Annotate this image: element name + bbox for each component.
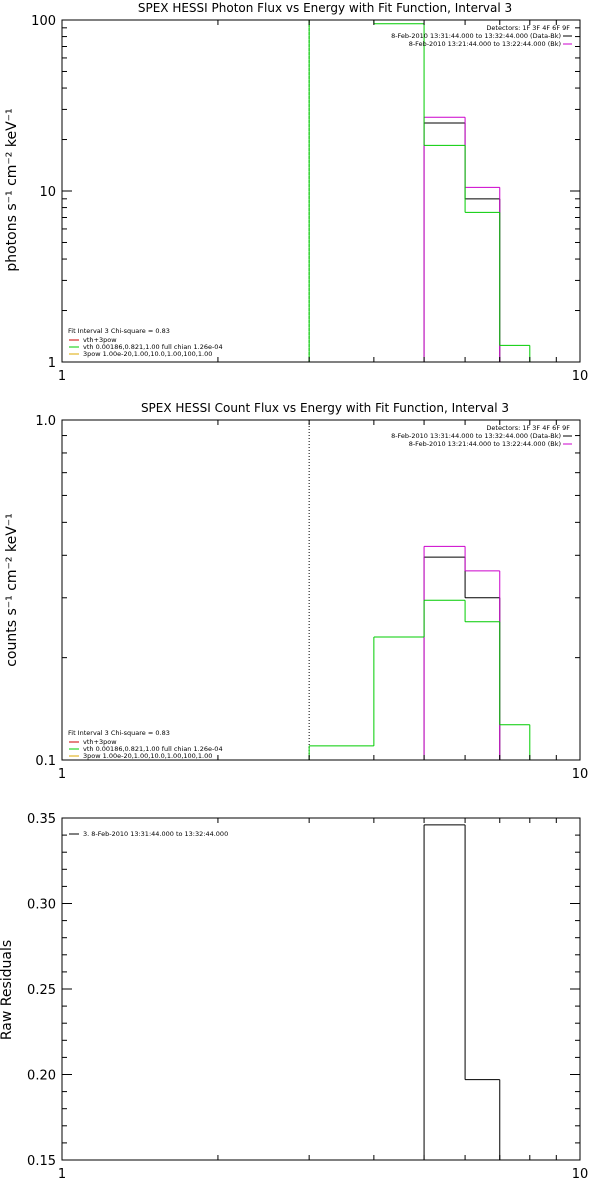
plot-frame	[61, 817, 581, 1161]
y-tick-label: 0.25	[27, 983, 56, 998]
fit-legend-text: vth 0.00186,0.821,1.00 full chian 1.26e-…	[83, 745, 223, 753]
y-tick-label: 0.1	[35, 754, 56, 769]
fit-legend-text: vth+3pow	[83, 336, 117, 344]
series-vth	[308, 599, 531, 760]
x-tick-label: 1	[58, 1167, 66, 1182]
fit-legend-text: 3pow 1.00e-20,1.00,10.0,1.00,100,1.00	[83, 350, 212, 358]
fit-legend-header: Fit Interval 3 Chi-square = 0.83	[68, 729, 170, 737]
chart-title: SPEX HESSI Photon Flux vs Energy with Fi…	[138, 1, 512, 15]
plot-frame	[61, 19, 581, 363]
x-tick-label: 1	[58, 369, 66, 384]
y-tick-label: 1.0	[35, 414, 56, 429]
y-tick-label: 0.20	[27, 1069, 56, 1084]
photon-axes: 1 10 1 10 100	[31, 14, 588, 384]
photon-header-legend: Detectors: 1F 3F 4F 6F 9F 8-Feb-2010 13:…	[391, 24, 572, 48]
count-flux-panel: SPEX HESSI Count Flux vs Energy with Fit…	[4, 401, 588, 782]
series-8-feb-2010-13-31-44-000-to-13-32-44-000-data-bk-	[423, 556, 501, 760]
fit-legend-entries: vth+3pow vth 0.00186,0.821,1.00 full chi…	[69, 738, 223, 760]
y-tick-label: 0.35	[27, 812, 56, 827]
fit-legend-header: Fit Interval 3 Chi-square = 0.83	[68, 327, 170, 335]
count-fit-legend: Fit Interval 3 Chi-square = 0.83 vth+3po…	[68, 729, 223, 760]
y-axis-label: counts s⁻¹ cm⁻² keV⁻¹	[4, 513, 20, 667]
header-legend-text: 8-Feb-2010 13:31:44.000 to 13:32:44.000 …	[391, 32, 561, 40]
fit-legend-entries: vth+3pow vth 0.00186,0.821,1.00 full chi…	[69, 336, 223, 358]
series-8-feb-2010-13-21-44-000-to-13-22-44-000-bk-	[423, 116, 501, 362]
x-tick-label: 10	[572, 767, 589, 782]
plot-frame	[61, 419, 581, 761]
y-tick-label: 1	[48, 356, 56, 371]
series-vth	[308, 20, 531, 362]
header-legend-text: 8-Feb-2010 13:21:44.000 to 13:22:44.000 …	[409, 40, 561, 48]
series-8-feb-2010-13-31-44-000-to-13-32-44-000-data-bk-	[423, 122, 501, 362]
y-axis-label: photons s⁻¹ cm⁻² keV⁻¹	[4, 108, 20, 271]
y-axis-label: Raw Residuals	[0, 940, 15, 1040]
fit-legend-text: vth 0.00186,0.821,1.00 full chian 1.26e-…	[83, 343, 223, 351]
count-header-legend: Detectors: 1F 3F 4F 6F 9F 8-Feb-2010 13:…	[391, 424, 572, 448]
detectors-label: Detectors: 1F 3F 4F 6F 9F	[486, 424, 570, 432]
series-3-8-feb-2010-13-31-44-000-to-13-32-44-000	[423, 824, 501, 1160]
series-8-feb-2010-13-21-44-000-to-13-22-44-000-bk-	[423, 545, 501, 760]
x-tick-label: 1	[58, 767, 66, 782]
y-tick-label: 0.30	[27, 898, 56, 913]
header-legend-text: 8-Feb-2010 13:31:44.000 to 13:32:44.000 …	[391, 432, 561, 440]
residual-axes: 1 10 0.15 0.20 0.25 0.30 0.35	[27, 812, 588, 1182]
photon-fit-legend: Fit Interval 3 Chi-square = 0.83 vth+3po…	[68, 327, 223, 358]
y-tick-label: 100	[31, 14, 56, 29]
y-tick-label: 10	[39, 185, 56, 200]
y-tick-label: 0.15	[27, 1154, 56, 1169]
x-tick-label: 10	[572, 1167, 589, 1182]
count-axes: 1 10 0.1 1.0	[35, 414, 588, 782]
fit-legend-text: vth+3pow	[83, 738, 117, 746]
fit-legend-text: 3pow 1.00e-20,1.00,10.0,1.00,100,1.00	[83, 752, 212, 760]
residuals-panel: 3. 8-Feb-2010 13:31:44.000 to 13:32:44.0…	[0, 812, 588, 1182]
residual-legend: 3. 8-Feb-2010 13:31:44.000 to 13:32:44.0…	[69, 830, 228, 838]
residual-legend-text: 3. 8-Feb-2010 13:31:44.000 to 13:32:44.0…	[83, 830, 228, 838]
residual-series-layer	[423, 824, 501, 1160]
count-series-layer	[308, 420, 531, 760]
chart-title: SPEX HESSI Count Flux vs Energy with Fit…	[141, 401, 509, 415]
detectors-label: Detectors: 1F 3F 4F 6F 9F	[486, 24, 570, 32]
x-tick-label: 10	[572, 369, 589, 384]
photon-series-layer	[308, 20, 531, 362]
header-legend-text: 8-Feb-2010 13:21:44.000 to 13:22:44.000 …	[409, 440, 561, 448]
photon-flux-panel: SPEX HESSI Photon Flux vs Energy with Fi…	[4, 1, 588, 384]
